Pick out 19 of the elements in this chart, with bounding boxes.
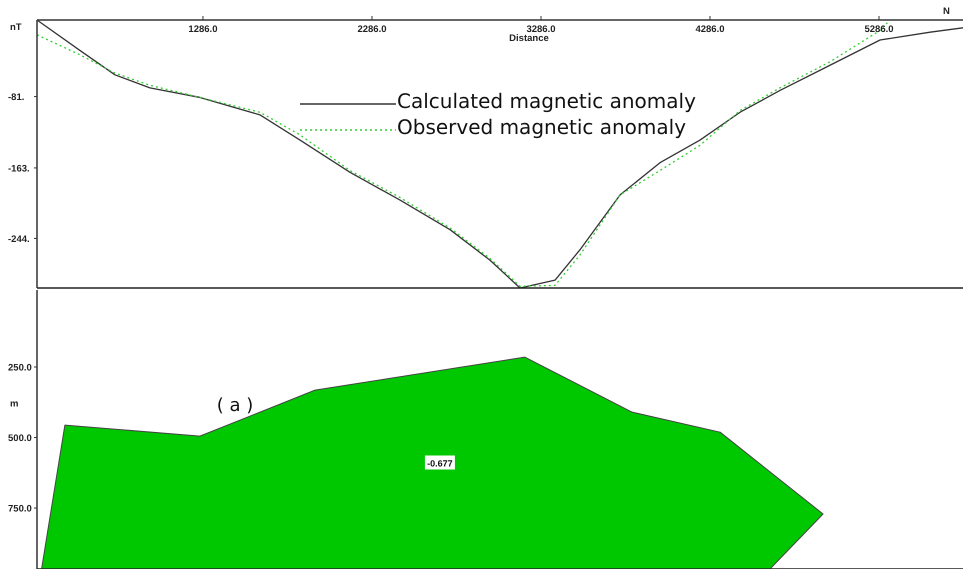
y-axis-title: m — [10, 398, 18, 410]
legend-label: Calculated magnetic anomaly — [397, 89, 696, 113]
y-tick-label: 750.0 — [8, 504, 32, 515]
y-tick-label: 500.0 — [8, 433, 32, 444]
y-tick-label: 250.0 — [8, 362, 32, 374]
x-tick-label: 4286.0 — [695, 24, 725, 35]
annotation: -0.677 — [427, 458, 453, 468]
x-tick-label: 3286.0 — [526, 24, 556, 35]
y-tick-label: -244. — [8, 234, 30, 245]
x-tick-label: 1286.0 — [188, 24, 218, 35]
x-tick-label: 2286.0 — [357, 24, 387, 35]
annotation: ( a ) — [216, 395, 254, 416]
y-axis-title: nT — [10, 22, 22, 33]
legend-label: Observed magnetic anomaly — [397, 115, 686, 139]
y-tick-label: -163. — [8, 163, 30, 174]
text: N — [943, 6, 950, 17]
x-axis-title: Distance — [509, 33, 549, 44]
x-tick-label: 5286.0 — [864, 24, 894, 35]
y-tick-label: -81. — [8, 92, 24, 104]
